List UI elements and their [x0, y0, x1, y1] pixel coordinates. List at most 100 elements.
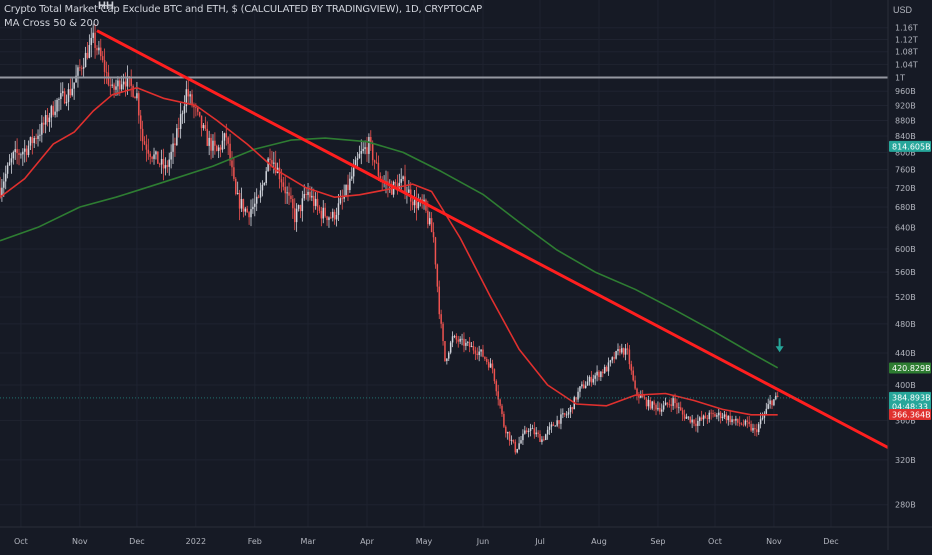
chart-title[interactable]: Crypto Total Market Cap Exclude BTC and … — [4, 4, 482, 15]
candle-36 — [67, 83, 70, 111]
candle-86 — [162, 148, 165, 181]
candle-127 — [240, 187, 243, 212]
candle-body — [267, 158, 269, 172]
candle-342 — [649, 397, 652, 410]
candle-body — [69, 89, 72, 96]
candle-95 — [179, 102, 182, 139]
candle-154 — [292, 195, 294, 219]
candle-27 — [50, 104, 53, 128]
candle-body — [451, 336, 454, 343]
candle-378 — [718, 409, 720, 422]
candle-body — [505, 426, 507, 434]
candle-73 — [138, 90, 140, 124]
candle-body — [737, 418, 739, 423]
candle-112 — [212, 134, 214, 158]
candle-body — [236, 192, 239, 194]
candle-93 — [176, 123, 178, 147]
candle-113 — [214, 132, 216, 155]
candle-body — [520, 440, 522, 444]
down-arrow-icon — [775, 346, 784, 353]
candle-body — [516, 448, 518, 453]
candle-168 — [318, 205, 321, 214]
candle-body — [320, 210, 323, 219]
candle-body — [748, 421, 750, 424]
candle-349 — [662, 400, 665, 412]
ma200-line — [0, 137, 779, 369]
x-tick-label-9: Jul — [534, 537, 545, 546]
candle-body — [122, 81, 125, 85]
candle-97 — [183, 95, 186, 124]
candle-body — [231, 160, 233, 168]
indicator-legend[interactable]: MA Cross 50 & 200 — [4, 18, 100, 29]
candle-body — [702, 415, 705, 420]
candle-body — [448, 352, 450, 359]
candle-body — [716, 415, 718, 417]
candle-body — [621, 348, 623, 353]
candle-276 — [524, 425, 526, 435]
candle-64 — [120, 75, 123, 93]
candle-40 — [75, 64, 77, 83]
candle-body — [155, 151, 157, 155]
candle-body — [223, 133, 226, 141]
candle-body — [394, 181, 397, 184]
candle-body — [214, 140, 216, 146]
candle-body — [609, 360, 612, 363]
candle-346 — [657, 401, 659, 412]
candle-266 — [505, 425, 507, 438]
candle-body — [227, 137, 229, 144]
candle-326 — [619, 345, 621, 356]
candle-13 — [23, 139, 26, 163]
candle-body — [697, 420, 699, 426]
candle-body — [54, 111, 56, 115]
candle-233 — [442, 321, 444, 346]
candle-body — [77, 67, 79, 76]
candle-body — [328, 217, 330, 221]
candle-body — [333, 211, 336, 220]
candle-body — [33, 137, 35, 144]
candle-172 — [326, 215, 328, 226]
y-tick-label-14: 600B — [895, 245, 916, 254]
candle-156 — [295, 203, 298, 232]
candle-body — [579, 386, 581, 392]
candle-body — [746, 420, 749, 422]
candle-50 — [94, 24, 96, 59]
candle-307 — [583, 380, 585, 389]
candle-392 — [744, 419, 747, 427]
candle-body — [14, 149, 16, 153]
candle-184 — [349, 172, 351, 193]
candle-166 — [314, 192, 317, 210]
candle-234 — [444, 341, 446, 362]
candle-body — [177, 128, 180, 130]
candle-body — [444, 341, 446, 362]
candle-287 — [544, 433, 547, 441]
candle-365 — [693, 419, 695, 427]
candle-body — [255, 196, 258, 204]
candle-body — [735, 418, 737, 421]
candle-body — [759, 419, 762, 425]
candle-body — [738, 422, 741, 424]
candle-body — [257, 196, 260, 198]
candle-43 — [81, 65, 83, 76]
candle-149 — [282, 176, 285, 191]
candle-128 — [242, 198, 245, 218]
candle-body — [752, 428, 754, 431]
candle-body — [278, 167, 281, 180]
candle-293 — [556, 415, 558, 428]
candle-376 — [714, 411, 716, 417]
candle-401 — [761, 412, 764, 421]
candle-body — [332, 211, 334, 218]
candle-5 — [8, 154, 11, 166]
candle-body — [120, 84, 123, 90]
candle-body — [402, 176, 404, 180]
candle-body — [491, 363, 494, 370]
candle-body — [681, 410, 684, 415]
candle-body — [434, 237, 437, 265]
candle-361 — [685, 413, 688, 419]
candle-263 — [499, 398, 501, 409]
candle-body — [254, 203, 256, 207]
candle-body — [42, 122, 45, 125]
candle-body — [248, 212, 250, 218]
candle-body — [754, 428, 756, 430]
